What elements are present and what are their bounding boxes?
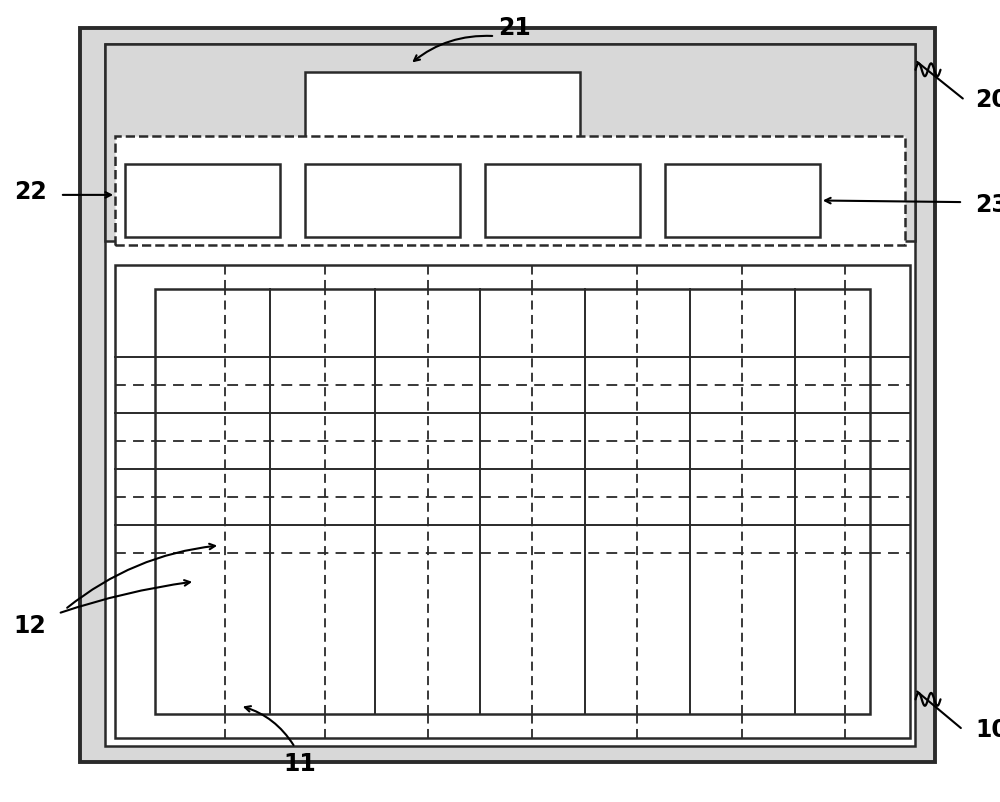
Bar <box>115 136 905 245</box>
Text: 23: 23 <box>975 192 1000 217</box>
Text: 22: 22 <box>14 180 46 205</box>
Text: 20: 20 <box>975 88 1000 112</box>
Bar <box>305 164 460 237</box>
Text: 12: 12 <box>14 614 46 638</box>
Text: 21: 21 <box>499 16 531 40</box>
Bar <box>105 44 915 241</box>
Text: 10: 10 <box>975 718 1000 742</box>
Bar <box>80 28 935 762</box>
Bar <box>105 44 915 746</box>
Text: 11: 11 <box>284 751 316 776</box>
Bar <box>155 289 870 714</box>
Bar <box>305 72 580 144</box>
Bar <box>125 164 280 237</box>
Bar <box>665 164 820 237</box>
Bar <box>115 265 910 738</box>
Bar <box>485 164 640 237</box>
